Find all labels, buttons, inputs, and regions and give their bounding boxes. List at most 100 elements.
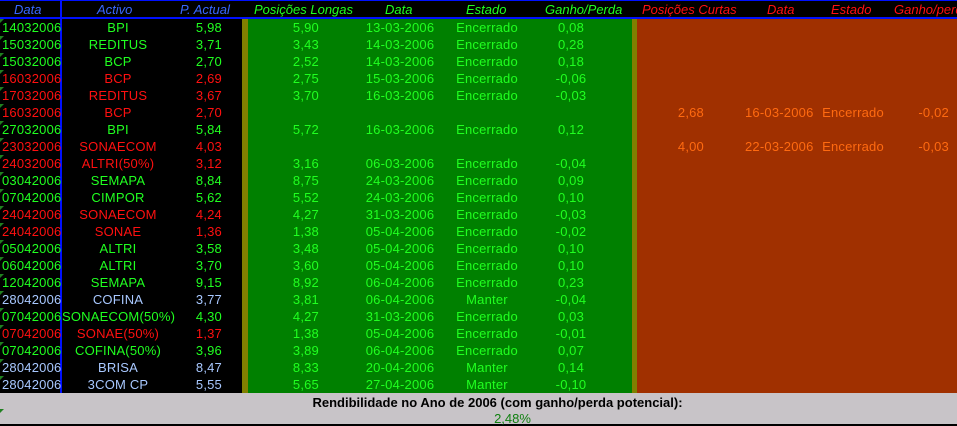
- table-row[interactable]: 17032006 REDITUS 3,67 3,70 16-03-2006 Encerra…: [0, 87, 957, 104]
- long-state-cell: Encerrado: [456, 190, 518, 205]
- long-gain-cell: 0,18: [557, 54, 585, 69]
- table-row[interactable]: 15032006 BCP 2,70 2,52 14-03-2006 Encerrado 0,…: [0, 53, 957, 70]
- long-positions-panel: [248, 19, 632, 393]
- table-row[interactable]: 07042006 COFINA(50%) 3,96 3,89 06-04-2006 Enc…: [0, 342, 957, 359]
- asset-cell: 3COM CP: [87, 377, 149, 392]
- cell-comment-marker-icon: [0, 121, 4, 125]
- long-state-cell: Manter: [466, 377, 508, 392]
- price-cell: 2,70: [195, 54, 222, 69]
- long-state-cell: Encerrado: [456, 122, 518, 137]
- short-price-cell: 2,68: [677, 105, 704, 120]
- table-row[interactable]: 27032006 BPI 5,84 5,72 16-03-2006 Encerrado 0,…: [0, 121, 957, 138]
- long-state-cell: Encerrado: [456, 173, 518, 188]
- date-cell: 14032006: [2, 20, 62, 35]
- long-price-cell: 3,43: [292, 37, 319, 52]
- cell-comment-marker-icon: [0, 155, 4, 159]
- price-cell: 3,58: [195, 241, 222, 256]
- header-activo: Activo: [97, 2, 133, 17]
- price-cell: 3,71: [195, 37, 222, 52]
- date-cell: 07042006: [2, 190, 62, 205]
- long-price-cell: 3,89: [292, 343, 319, 358]
- asset-cell: SONAE: [94, 224, 142, 239]
- table-row[interactable]: 07042006 SONAECOM(50%) 4,30 4,27 31-03-2006 E…: [0, 308, 957, 325]
- short-price-cell: 4,00: [677, 139, 704, 154]
- table-row[interactable]: 24042006 SONAECOM 4,24 4,27 31-03-2006 Encerr…: [0, 206, 957, 223]
- table-row[interactable]: 12042006 SEMAPA 9,15 8,92 06-04-2006 Encerrad…: [0, 274, 957, 291]
- date-cell: 16032006: [2, 71, 62, 86]
- asset-cell: BCP: [104, 71, 132, 86]
- asset-cell: COFINA: [92, 292, 144, 307]
- short-date-cell: 22-03-2006: [745, 139, 814, 154]
- table-row[interactable]: 16032006 BCP 2,70 2,68 16-03-2006 Encerrado -0…: [0, 104, 957, 121]
- table-row[interactable]: 07042006 SONAE(50%) 1,37 1,38 05-04-2006 Ence…: [0, 325, 957, 342]
- long-price-cell: 3,48: [292, 241, 319, 256]
- long-price-cell: 3,60: [292, 258, 319, 273]
- cell-comment-marker-icon: [0, 138, 4, 142]
- price-cell: 2,70: [195, 105, 222, 120]
- table-row[interactable]: 15032006 REDITUS 3,71 3,43 14-03-2006 Encerra…: [0, 36, 957, 53]
- asset-cell: COFINA(50%): [75, 343, 161, 358]
- long-gain-cell: -0,04: [555, 292, 587, 307]
- table-row[interactable]: 07042006 CIMPOR 5,62 5,52 24-03-2006 Encerrad…: [0, 189, 957, 206]
- long-gain-cell: 0,09: [557, 173, 585, 188]
- table-row[interactable]: 24042006 SONAE 1,36 1,38 05-04-2006 Encerrado…: [0, 223, 957, 240]
- long-date-cell: 31-03-2006: [365, 207, 435, 222]
- long-price-cell: 1,38: [292, 326, 319, 341]
- table-row[interactable]: 28042006 BRISA 8,47 8,33 20-04-2006 Manter 0,1…: [0, 359, 957, 376]
- table-row[interactable]: 28042006 3COM CP 5,55 5,65 27-04-2006 Manter -…: [0, 376, 957, 393]
- long-state-cell: Encerrado: [456, 343, 518, 358]
- cell-comment-marker-icon: [0, 70, 4, 74]
- date-cell: 17032006: [2, 88, 62, 103]
- cell-comment-marker-icon: [0, 257, 4, 261]
- long-price-cell: 3,81: [292, 292, 319, 307]
- short-positions-panel: [637, 19, 957, 393]
- long-date-cell: 05-04-2006: [365, 326, 435, 341]
- long-date-cell: 05-04-2006: [365, 241, 435, 256]
- asset-cell: SEMAPA: [90, 275, 146, 290]
- header-long-gain: Ganho/Perda: [545, 2, 623, 17]
- date-cell: 23032006: [2, 139, 62, 154]
- header-underline: [0, 17, 957, 18]
- long-date-cell: 14-03-2006: [365, 37, 435, 52]
- annual-return-label: Rendibilidade no Ano de 2006 (com ganho/…: [312, 395, 683, 410]
- price-cell: 3,12: [195, 156, 222, 171]
- long-state-cell: Encerrado: [456, 71, 518, 86]
- table-row[interactable]: 03042006 SEMAPA 8,84 8,75 24-03-2006 Encerrad…: [0, 172, 957, 189]
- long-state-cell: Encerrado: [456, 37, 518, 52]
- long-gain-cell: 0,28: [557, 37, 585, 52]
- price-cell: 5,98: [195, 20, 222, 35]
- table-row[interactable]: 14032006 BPI 5,98 5,90 13-03-2006 Encerrado 0,…: [0, 19, 957, 36]
- date-cell: 07042006: [2, 326, 62, 341]
- date-cell: 16032006: [2, 105, 62, 120]
- table-row[interactable]: 05042006 ALTRI 3,58 3,48 05-04-2006 Encerrado…: [0, 240, 957, 257]
- long-price-cell: 5,52: [292, 190, 319, 205]
- long-price-cell: 2,52: [292, 54, 319, 69]
- price-cell: 3,67: [195, 88, 222, 103]
- short-gain-cell: -0,03: [918, 139, 949, 154]
- long-gain-cell: -0,03: [555, 207, 587, 222]
- table-row[interactable]: 23032006 SONAECOM 4,03 4,00 22-03-2006 Encerr…: [0, 138, 957, 155]
- long-gain-cell: 0,14: [557, 360, 585, 375]
- long-date-cell: 14-03-2006: [365, 54, 435, 69]
- cell-comment-marker-icon: [0, 104, 4, 108]
- date-cell: 28042006: [2, 377, 62, 392]
- long-date-cell: 06-03-2006: [365, 156, 435, 171]
- price-cell: 8,47: [195, 360, 222, 375]
- long-gain-cell: -0,02: [555, 224, 587, 239]
- date-cell: 28042006: [2, 292, 62, 307]
- table-row[interactable]: 06042006 ALTRI 3,70 3,60 05-04-2006 Encerrado…: [0, 257, 957, 274]
- date-cell: 24032006: [2, 156, 62, 171]
- long-date-cell: 06-04-2006: [365, 343, 435, 358]
- long-date-cell: 15-03-2006: [365, 71, 435, 86]
- cell-comment-marker-icon: [0, 240, 4, 244]
- cell-comment-marker-icon: [0, 223, 4, 227]
- table-row[interactable]: 28042006 COFINA 3,77 3,81 06-04-2006 Manter -0…: [0, 291, 957, 308]
- asset-cell: BPI: [107, 20, 129, 35]
- table-row[interactable]: 16032006 BCP 2,69 2,75 15-03-2006 Encerrado -0…: [0, 70, 957, 87]
- long-price-cell: 8,33: [292, 360, 319, 375]
- table-row[interactable]: 24032006 ALTRI(50%) 3,12 3,16 06-03-2006 Ence…: [0, 155, 957, 172]
- price-cell: 2,69: [195, 71, 222, 86]
- long-price-cell: 1,38: [292, 224, 319, 239]
- header-p-actual: P. Actual: [180, 2, 230, 17]
- price-cell: 5,55: [195, 377, 222, 392]
